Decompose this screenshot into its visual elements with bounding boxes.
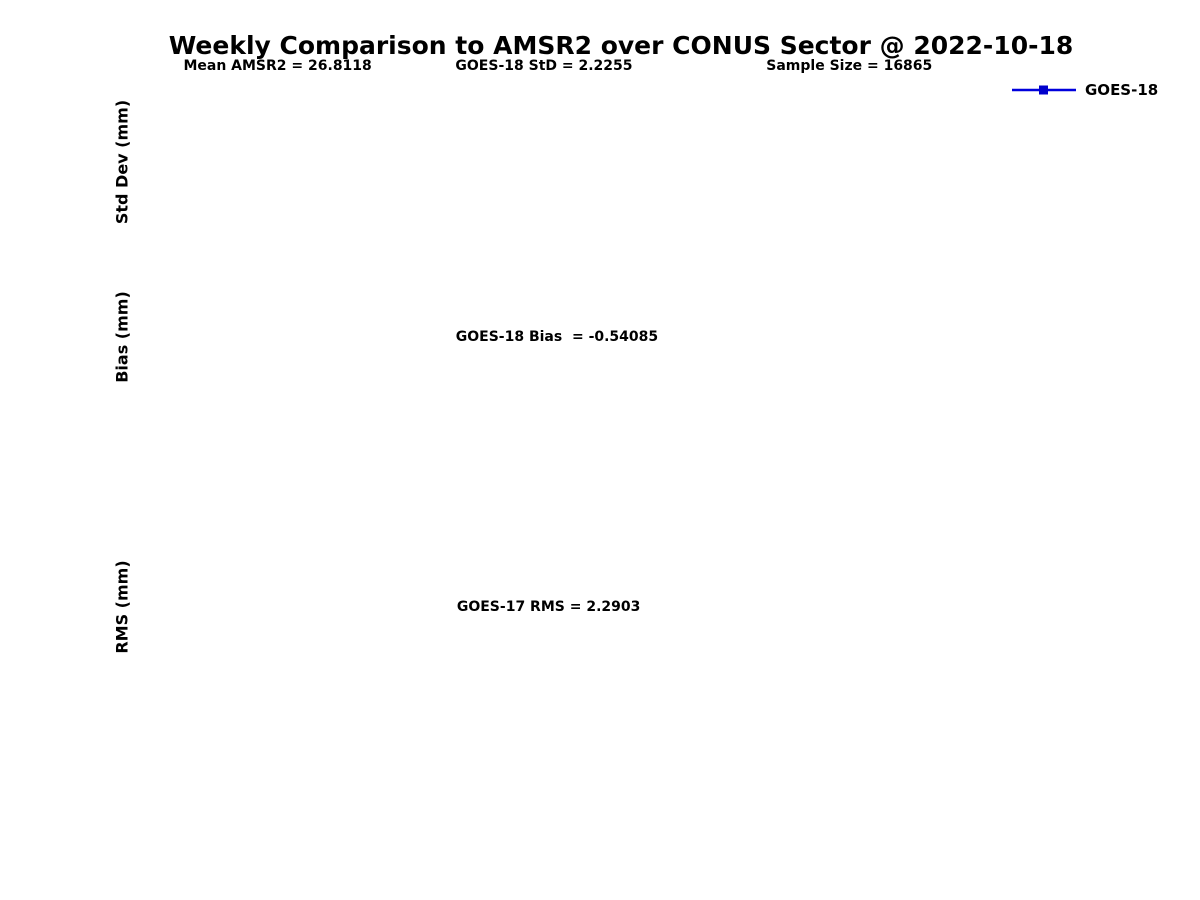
annotation-sample-size: Sample Size = 16865 [766, 58, 933, 74]
annotation-goes17-rms: GOES-17 RMS = 2.2903 [456, 599, 641, 615]
y-axis-label: RMS (mm) [112, 560, 132, 654]
legend: GOES-18 [1012, 81, 1158, 99]
plot-area-std-dev: Std Dev (mm) Mean AMSR2 = 26.8118 GOES-1… [113, 58, 1159, 257]
annotation-mean-amsr2: Mean AMSR2 = 26.8118 [183, 58, 372, 74]
y-axis-label: Std Dev (mm) [112, 99, 132, 224]
legend-label: GOES-18 [1085, 81, 1159, 99]
annotation-goes18-bias: GOES-18 Bias = -0.54085 [455, 329, 659, 345]
annotation-goes18-std: GOES-18 StD = 2.2255 [455, 58, 633, 74]
y-axis-label: Bias (mm) [112, 291, 132, 383]
figure-title: Weekly Comparison to AMSR2 over CONUS Se… [168, 31, 1074, 60]
legend-line-marker-icon [1012, 85, 1076, 95]
